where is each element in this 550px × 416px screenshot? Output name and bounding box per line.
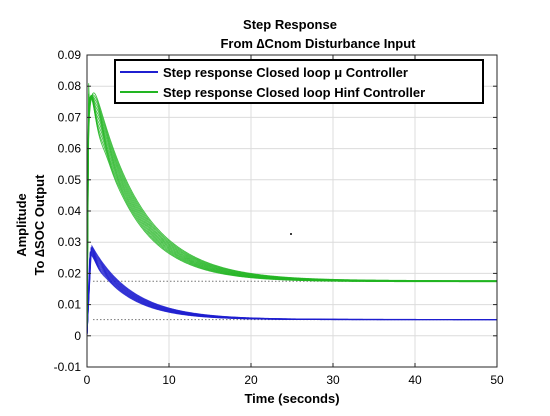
- chart-subtitle: From ∆Cnom Disturbance Input: [220, 36, 416, 51]
- y-tick-label: 0.05: [58, 173, 82, 187]
- y-tick-label: 0.02: [58, 266, 82, 280]
- x-axis-label: Time (seconds): [244, 391, 339, 406]
- y-tick-label: -0.01: [54, 360, 82, 374]
- series-layer: [86, 83, 497, 336]
- y-axis-output-label: To ∆SOC Output: [32, 174, 47, 276]
- x-tick-label: 20: [244, 373, 258, 387]
- x-axis-ticks: 0 10 20 30 40 50: [84, 55, 504, 387]
- legend-label-hinf: Step response Closed loop Hinf Controlle…: [163, 85, 425, 100]
- legend-label-mu: Step response Closed loop μ Controller: [163, 65, 408, 80]
- y-tick-label: 0.08: [58, 79, 82, 93]
- legend: Step response Closed loop μ Controller S…: [114, 59, 484, 104]
- series-0: [86, 244, 497, 336]
- chart-title: Step Response: [243, 17, 337, 32]
- legend-box: [114, 59, 484, 104]
- y-tick-label: 0.03: [58, 235, 82, 249]
- y-tick-label: 0: [74, 329, 81, 343]
- x-tick-label: 10: [162, 373, 176, 387]
- x-tick-label: 40: [408, 373, 422, 387]
- x-tick-label: 0: [84, 373, 91, 387]
- y-tick-label: 0.04: [58, 204, 82, 218]
- y-axis-ticks: -0.01 0 0.01 0.02 0.03 0.04 0.05 0.06 0.07 0.08 0.…: [54, 48, 497, 374]
- y-tick-label: 0.07: [58, 110, 82, 124]
- y-axis-label: Amplitude: [14, 193, 29, 257]
- x-tick-label: 30: [326, 373, 340, 387]
- series-1: [86, 83, 497, 336]
- series-1-response-line: [86, 92, 497, 336]
- series-0-response-line: [86, 244, 497, 336]
- y-tick-label: 0.01: [58, 298, 82, 312]
- y-tick-label: 0.09: [58, 48, 82, 62]
- x-tick-label: 50: [490, 373, 504, 387]
- stray-dot: [290, 233, 292, 235]
- y-tick-label: 0.06: [58, 142, 82, 156]
